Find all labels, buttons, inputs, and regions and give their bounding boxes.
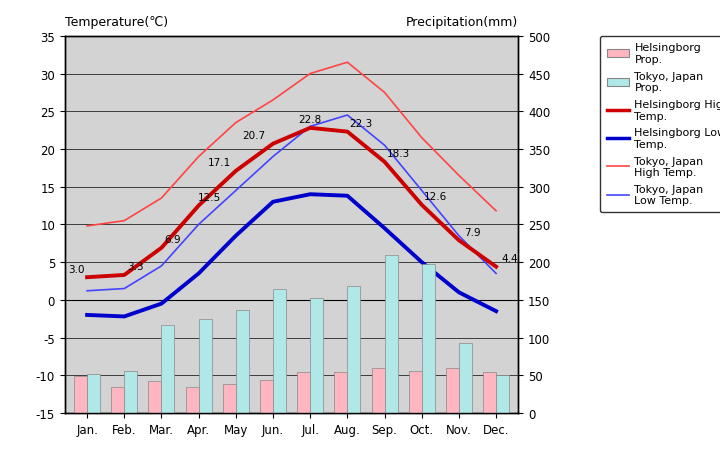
Text: 3.3: 3.3: [127, 262, 144, 272]
Bar: [297, 372, 310, 413]
Bar: [260, 380, 273, 413]
Text: 18.3: 18.3: [387, 149, 410, 159]
Bar: [112, 387, 125, 413]
Bar: [409, 371, 422, 413]
Bar: [384, 256, 397, 413]
Bar: [422, 265, 435, 413]
Bar: [483, 372, 496, 413]
Text: 6.9: 6.9: [164, 235, 181, 245]
Bar: [199, 320, 212, 413]
Text: 17.1: 17.1: [207, 158, 231, 168]
Bar: [236, 310, 249, 413]
Bar: [161, 325, 174, 413]
Text: 3.0: 3.0: [68, 264, 84, 274]
Bar: [125, 371, 138, 413]
Text: 4.4: 4.4: [502, 253, 518, 263]
Bar: [186, 387, 199, 413]
Text: 22.3: 22.3: [350, 119, 373, 129]
Bar: [372, 369, 384, 413]
Bar: [74, 376, 87, 413]
Bar: [334, 372, 347, 413]
Legend: Helsingborg
Prop., Tokyo, Japan
Prop., Helsingborg High
Temp., Helsingborg Low
T: Helsingborg Prop., Tokyo, Japan Prop., H…: [600, 37, 720, 213]
Bar: [273, 289, 286, 413]
Bar: [222, 385, 236, 413]
Bar: [148, 381, 161, 413]
Text: 22.8: 22.8: [299, 115, 322, 125]
Text: Precipitation(mm): Precipitation(mm): [406, 16, 518, 29]
Text: 12.6: 12.6: [424, 192, 447, 202]
Bar: [87, 374, 100, 413]
Text: 20.7: 20.7: [242, 131, 265, 141]
Bar: [347, 286, 361, 413]
Text: 12.5: 12.5: [198, 193, 221, 202]
Bar: [446, 368, 459, 413]
Text: Temperature(℃): Temperature(℃): [65, 16, 168, 29]
Text: 7.9: 7.9: [464, 227, 481, 237]
Bar: [459, 343, 472, 413]
Bar: [496, 375, 509, 413]
Bar: [310, 298, 323, 413]
